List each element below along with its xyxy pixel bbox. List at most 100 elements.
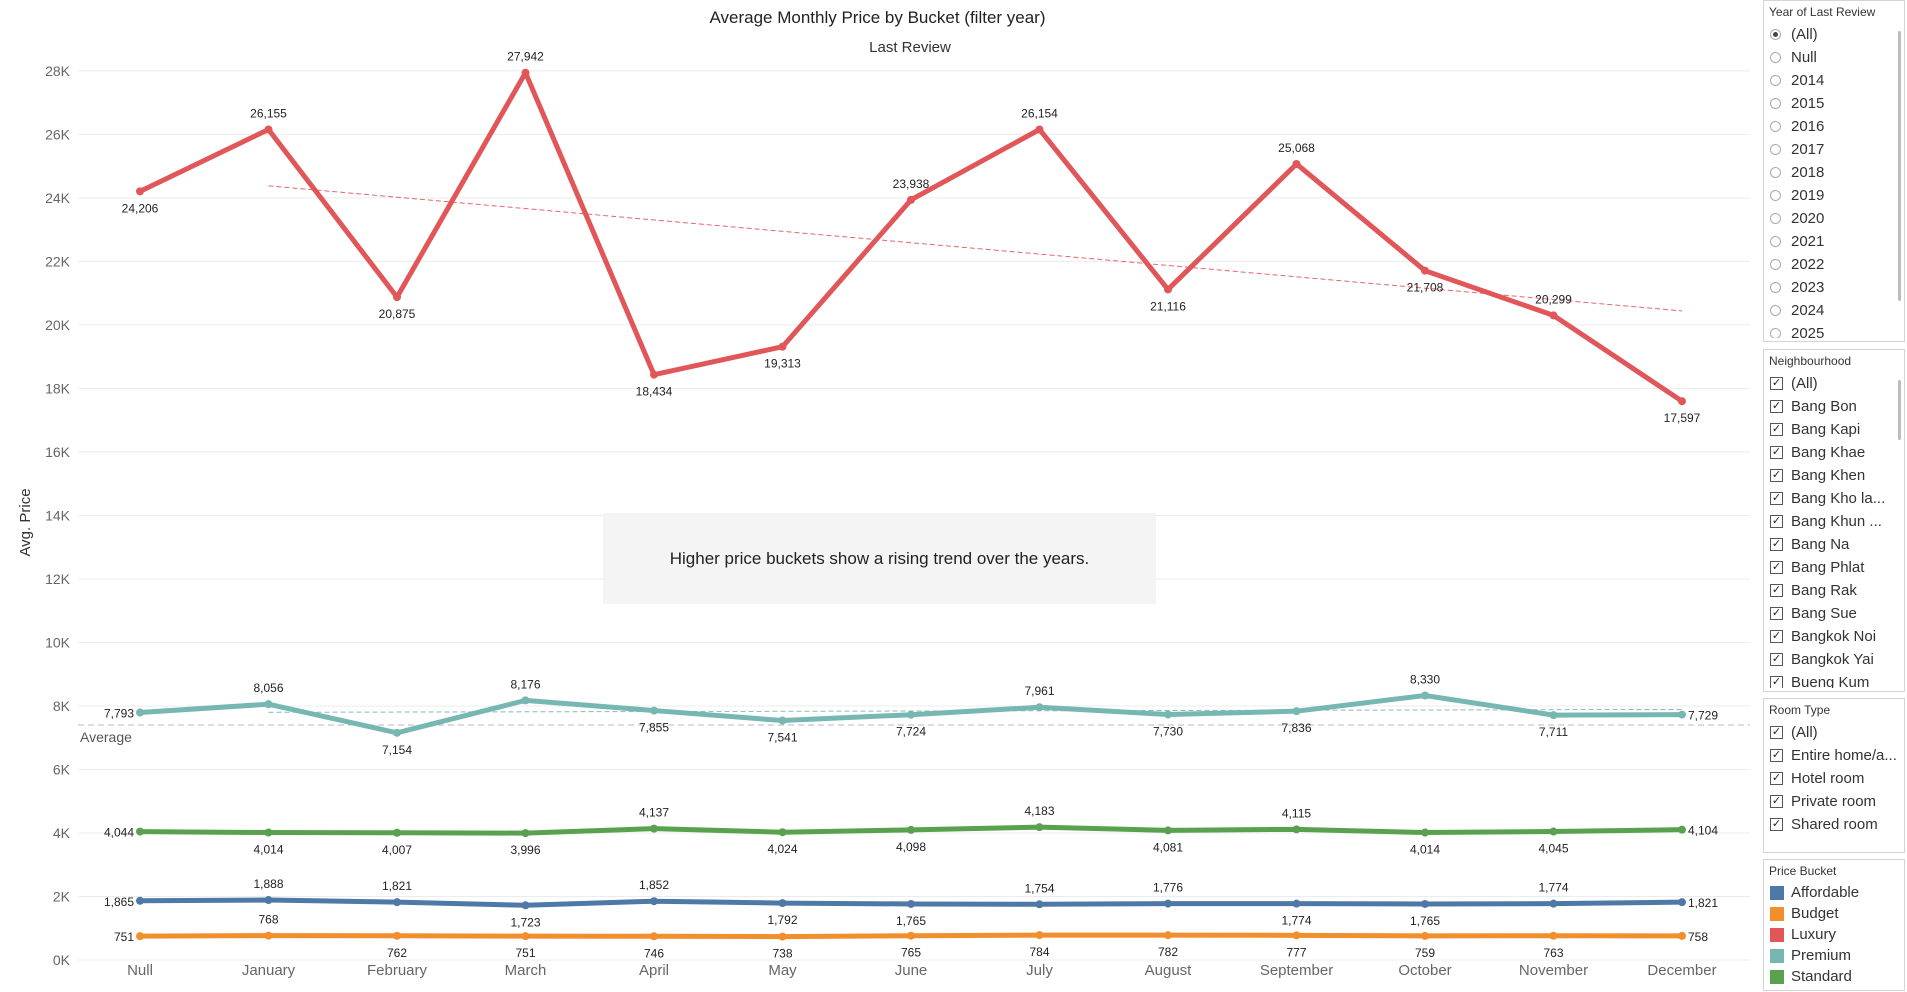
annotation-box: Higher price buckets show a rising trend…	[603, 513, 1156, 604]
legend-item[interactable]: Standard	[1764, 966, 1904, 987]
checkbox-checked-icon[interactable]: ✓	[1770, 561, 1783, 574]
year-option[interactable]: 2025	[1764, 322, 1904, 338]
standard-data-label: 4,045	[1538, 842, 1568, 856]
year-option-label: 2025	[1791, 325, 1825, 338]
neighbourhood-option-label: Bang Bon	[1791, 398, 1857, 415]
legend-item[interactable]: Luxury	[1764, 924, 1904, 945]
radio-icon[interactable]	[1770, 167, 1781, 178]
legend-item[interactable]: Budget	[1764, 903, 1904, 924]
radio-icon[interactable]	[1770, 305, 1781, 316]
year-option[interactable]: 2016	[1764, 115, 1904, 138]
luxury-data-label: 17,597	[1664, 411, 1701, 425]
radio-icon[interactable]	[1770, 121, 1781, 132]
radio-icon[interactable]	[1770, 259, 1781, 270]
checkbox-checked-icon[interactable]: ✓	[1770, 676, 1783, 688]
neighbourhood-option[interactable]: ✓ Bang Rak	[1764, 579, 1904, 602]
budget-data-label: 777	[1286, 945, 1306, 959]
luxury-data-point	[393, 293, 401, 302]
neighbourhood-option[interactable]: ✓ (All)	[1764, 372, 1904, 395]
room-type-option[interactable]: ✓ Hotel room	[1764, 767, 1904, 790]
year-option[interactable]: (All)	[1764, 23, 1904, 46]
neighbourhood-option[interactable]: ✓ Bang Sue	[1764, 602, 1904, 625]
standard-data-point	[1549, 827, 1558, 836]
neighbourhood-option-label: Bang Kapi	[1791, 421, 1861, 438]
premium-data-point	[1549, 711, 1558, 720]
year-option[interactable]: 2024	[1764, 299, 1904, 322]
checkbox-checked-icon[interactable]: ✓	[1770, 492, 1783, 505]
checkbox-checked-icon[interactable]: ✓	[1770, 584, 1783, 597]
neighbourhood-option[interactable]: ✓ Bang Khae	[1764, 441, 1904, 464]
premium-data-label: 7,729	[1688, 709, 1718, 723]
y-tick-label: 6K	[53, 761, 71, 777]
budget-data-label: 763	[1543, 946, 1563, 960]
checkbox-checked-icon[interactable]: ✓	[1770, 400, 1783, 413]
radio-icon[interactable]	[1770, 213, 1781, 224]
radio-icon[interactable]	[1770, 282, 1781, 293]
radio-icon[interactable]	[1770, 98, 1781, 109]
room-type-option[interactable]: ✓ Entire home/a...	[1764, 744, 1904, 767]
neighbourhood-option[interactable]: ✓ Bang Khun ...	[1764, 510, 1904, 533]
legend-item[interactable]: Affordable	[1764, 882, 1904, 903]
neighbourhood-option[interactable]: ✓ Bang Khen	[1764, 464, 1904, 487]
affordable-data-label: 1,821	[382, 879, 412, 893]
year-option[interactable]: 2021	[1764, 230, 1904, 253]
year-option[interactable]: 2014	[1764, 69, 1904, 92]
premium-data-point	[393, 728, 401, 737]
checkbox-checked-icon[interactable]: ✓	[1770, 795, 1783, 808]
radio-selected-icon[interactable]	[1770, 29, 1781, 40]
checkbox-checked-icon[interactable]: ✓	[1770, 423, 1783, 436]
radio-icon[interactable]	[1770, 75, 1781, 86]
neighbourhood-option[interactable]: ✓ Bangkok Yai	[1764, 648, 1904, 671]
year-option-label: 2017	[1791, 141, 1825, 158]
affordable-data-point	[1421, 899, 1429, 908]
checkbox-checked-icon[interactable]: ✓	[1770, 726, 1783, 739]
neighbourhood-option[interactable]: ✓ Bang Phlat	[1764, 556, 1904, 579]
legend-item[interactable]: Premium	[1764, 945, 1904, 966]
luxury-data-point	[1164, 285, 1172, 294]
year-option[interactable]: 2019	[1764, 184, 1904, 207]
radio-icon[interactable]	[1770, 328, 1781, 338]
year-option[interactable]: 2020	[1764, 207, 1904, 230]
affordable-data-point	[393, 898, 401, 907]
radio-icon[interactable]	[1770, 190, 1781, 201]
room-type-option[interactable]: ✓ (All)	[1764, 721, 1904, 744]
checkbox-checked-icon[interactable]: ✓	[1770, 772, 1783, 785]
standard-data-label: 4,014	[1410, 843, 1440, 857]
checkbox-checked-icon[interactable]: ✓	[1770, 469, 1783, 482]
year-option[interactable]: 2022	[1764, 253, 1904, 276]
luxury-data-label: 26,154	[1021, 106, 1058, 120]
radio-icon[interactable]	[1770, 52, 1781, 63]
neighbourhood-option[interactable]: ✓ Bueng Kum	[1764, 671, 1904, 688]
radio-icon[interactable]	[1770, 236, 1781, 247]
year-option[interactable]: 2023	[1764, 276, 1904, 299]
room-type-option[interactable]: ✓ Shared room	[1764, 813, 1904, 836]
luxury-trend-line	[268, 185, 1683, 312]
checkbox-checked-icon[interactable]: ✓	[1770, 515, 1783, 528]
year-option[interactable]: 2015	[1764, 92, 1904, 115]
premium-data-label: 8,176	[510, 677, 540, 691]
radio-icon[interactable]	[1770, 144, 1781, 155]
checkbox-checked-icon[interactable]: ✓	[1770, 653, 1783, 666]
checkbox-checked-icon[interactable]: ✓	[1770, 446, 1783, 459]
checkbox-checked-icon[interactable]: ✓	[1770, 630, 1783, 643]
year-option[interactable]: 2018	[1764, 161, 1904, 184]
checkbox-checked-icon[interactable]: ✓	[1770, 377, 1783, 390]
luxury-data-point	[1292, 159, 1301, 168]
checkbox-checked-icon[interactable]: ✓	[1770, 607, 1783, 620]
checkbox-checked-icon[interactable]: ✓	[1770, 749, 1783, 762]
neighbourhood-option[interactable]: ✓ Bangkok Noi	[1764, 625, 1904, 648]
checkbox-checked-icon[interactable]: ✓	[1770, 818, 1783, 831]
neighbourhood-filter-scrollbar[interactable]	[1898, 380, 1901, 440]
year-option[interactable]: 2017	[1764, 138, 1904, 161]
neighbourhood-option[interactable]: ✓ Bang Kho la...	[1764, 487, 1904, 510]
affordable-data-label: 1,792	[767, 913, 797, 927]
premium-data-point	[1035, 703, 1044, 712]
year-filter-scrollbar[interactable]	[1898, 31, 1901, 301]
year-option[interactable]: Null	[1764, 46, 1904, 69]
checkbox-checked-icon[interactable]: ✓	[1770, 538, 1783, 551]
neighbourhood-option[interactable]: ✓ Bang Bon	[1764, 395, 1904, 418]
room-type-option[interactable]: ✓ Private room	[1764, 790, 1904, 813]
premium-data-point	[1678, 710, 1686, 719]
neighbourhood-option[interactable]: ✓ Bang Na	[1764, 533, 1904, 556]
neighbourhood-option[interactable]: ✓ Bang Kapi	[1764, 418, 1904, 441]
